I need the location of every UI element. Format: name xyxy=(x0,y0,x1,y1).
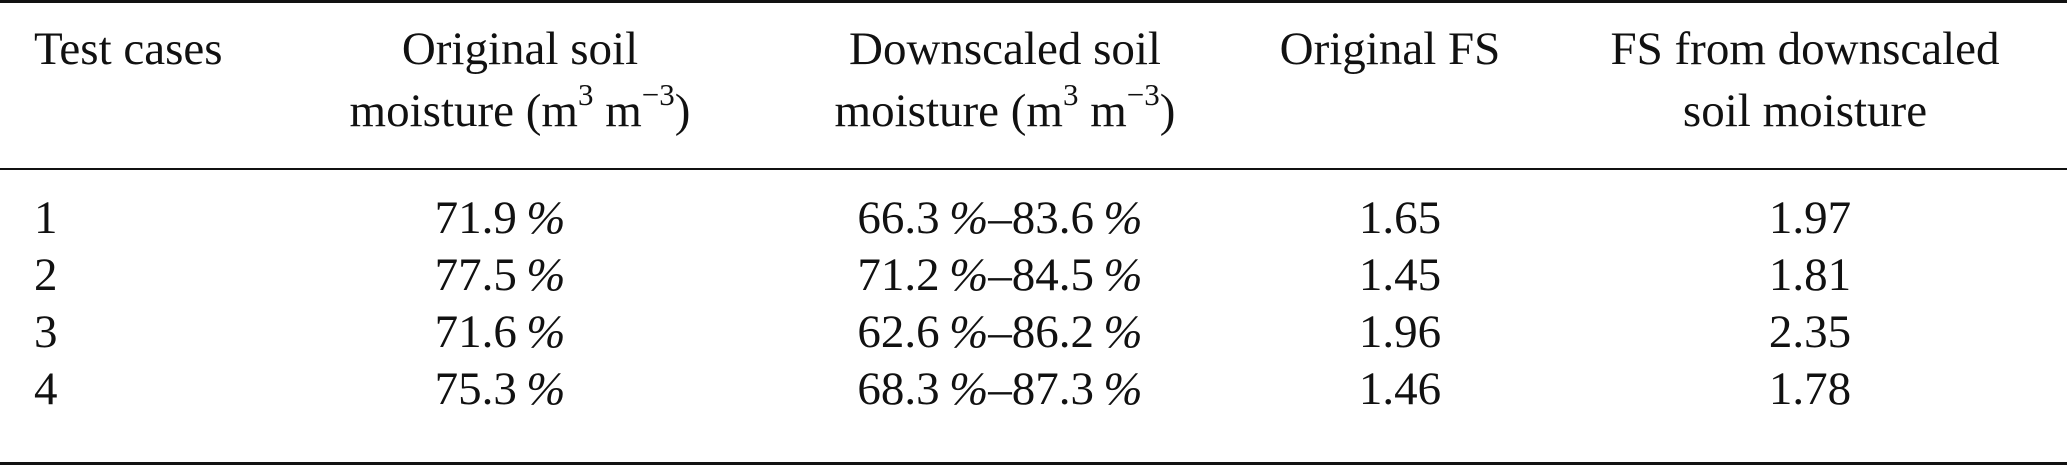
percent-sign: % xyxy=(949,363,989,415)
value-low: 66.3 xyxy=(857,192,940,244)
header-downscaled-soil-text: moisture (m xyxy=(834,85,1063,137)
value-high: 83.6 xyxy=(1011,192,1094,244)
header-original-soil-line2: moisture (m3 m−3) xyxy=(300,77,740,142)
percent-sign: % xyxy=(526,363,566,415)
percent-sign: % xyxy=(526,192,566,244)
cell-case: 1 xyxy=(34,192,58,244)
cell-original-moisture: 71.6 % xyxy=(340,301,660,363)
table-bottom-rule xyxy=(0,462,2067,465)
header-original-soil-line1: Original soil xyxy=(401,23,639,75)
cell-case: 3 xyxy=(34,306,58,358)
range-dash: – xyxy=(988,306,1012,358)
value-low: 71.2 xyxy=(857,249,940,301)
value-high: 87.3 xyxy=(1011,363,1094,415)
range-dash: – xyxy=(988,363,1012,415)
value-low: 62.6 xyxy=(857,306,940,358)
header-original-fs: Original FS xyxy=(1265,18,1515,80)
cell-case: 2 xyxy=(34,249,58,301)
percent-sign: % xyxy=(949,192,989,244)
header-test-cases-label: Test cases xyxy=(34,23,223,75)
header-original-fs-label: Original FS xyxy=(1279,23,1501,75)
cell-original-moisture: 77.5 % xyxy=(340,244,660,306)
cell-downscaled-moisture: 71.2 %–84.5 % xyxy=(800,244,1200,306)
header-test-cases: Test cases xyxy=(34,18,223,80)
value: 71.9 xyxy=(434,192,517,244)
cell-original-fs: 1.96 xyxy=(1358,306,1442,358)
range-dash: – xyxy=(988,192,1012,244)
header-downscaled-soil-exp1: 3 xyxy=(1062,77,1079,113)
value-high: 86.2 xyxy=(1011,306,1094,358)
percent-sign: % xyxy=(526,306,566,358)
value: 77.5 xyxy=(434,249,517,301)
header-downscaled-soil-line2: moisture (m3 m−3) xyxy=(780,77,1230,142)
value-high: 84.5 xyxy=(1011,249,1094,301)
header-original-soil-moisture: Original soil moisture (m3 m−3) xyxy=(300,18,740,142)
header-fs-from-downscaled: FS from downscaled soil moisture xyxy=(1570,18,2040,142)
header-fs-downscaled-line2: soil moisture xyxy=(1682,85,1928,137)
cell-fs-downscaled: 1.81 xyxy=(1768,249,1852,301)
percent-sign: % xyxy=(1103,249,1143,301)
value-low: 68.3 xyxy=(857,363,940,415)
cell-case: 4 xyxy=(34,363,58,415)
cell-fs-downscaled: 1.97 xyxy=(1768,192,1852,244)
header-downscaled-soil-end: ) xyxy=(1159,85,1176,137)
cell-original-moisture: 75.3 % xyxy=(340,358,660,420)
cell-downscaled-moisture: 66.3 %–83.6 % xyxy=(800,187,1200,249)
table-header-rule xyxy=(0,168,2067,170)
percent-sign: % xyxy=(949,306,989,358)
header-downscaled-soil-moisture: Downscaled soil moisture (m3 m−3) xyxy=(780,18,1230,142)
percent-sign: % xyxy=(949,249,989,301)
header-fs-downscaled-line1: FS from downscaled xyxy=(1610,23,2000,75)
percent-sign: % xyxy=(1103,363,1143,415)
range-dash: – xyxy=(988,249,1012,301)
cell-original-fs: 1.65 xyxy=(1358,192,1442,244)
percent-sign: % xyxy=(1103,306,1143,358)
header-original-soil-exp2: −3 xyxy=(641,77,675,113)
value: 75.3 xyxy=(434,363,517,415)
cell-fs-downscaled: 2.35 xyxy=(1768,306,1852,358)
header-original-soil-exp1: 3 xyxy=(577,77,594,113)
value: 71.6 xyxy=(434,306,517,358)
cell-original-moisture: 71.9 % xyxy=(340,187,660,249)
percent-sign: % xyxy=(1103,192,1143,244)
header-original-soil-mid: m xyxy=(593,85,642,137)
header-downscaled-soil-exp2: −3 xyxy=(1126,77,1160,113)
cell-downscaled-moisture: 62.6 %–86.2 % xyxy=(800,301,1200,363)
header-downscaled-soil-mid: m xyxy=(1078,85,1127,137)
percent-sign: % xyxy=(526,249,566,301)
header-original-soil-end: ) xyxy=(674,85,691,137)
cell-original-fs: 1.46 xyxy=(1358,363,1442,415)
header-downscaled-soil-line1: Downscaled soil xyxy=(849,23,1161,75)
cell-downscaled-moisture: 68.3 %–87.3 % xyxy=(800,358,1200,420)
cell-original-fs: 1.45 xyxy=(1358,249,1442,301)
header-original-soil-text: moisture (m xyxy=(349,85,578,137)
table-top-rule xyxy=(0,0,2067,3)
cell-fs-downscaled: 1.78 xyxy=(1768,363,1852,415)
